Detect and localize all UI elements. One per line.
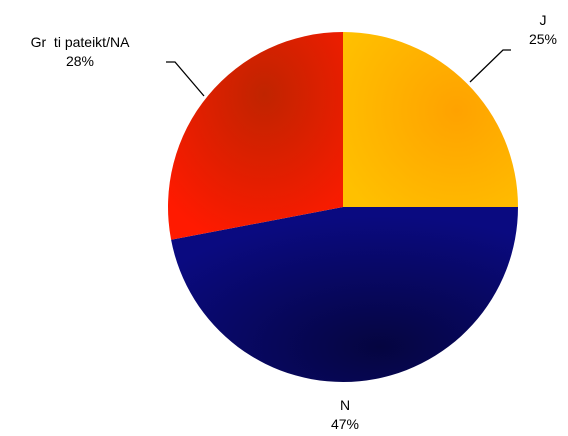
slice-label-0: J	[540, 12, 547, 28]
slice-value-label-1: 47%	[331, 416, 359, 432]
slice-labels: J 25% N 47% Gr ti pateikt/NA 28%	[31, 12, 557, 432]
slice-value-label-0: 25%	[529, 31, 557, 47]
pie-slices	[167, 32, 518, 383]
slice-label-2: Gr ti pateikt/NA	[31, 34, 130, 50]
leader-lines	[166, 49, 511, 97]
slice-value-label-2: 28%	[66, 53, 94, 69]
slice-label-1: N	[340, 397, 350, 413]
leader-line-2	[166, 61, 205, 97]
pie-slice-1	[171, 207, 518, 383]
pie-slice-0	[343, 32, 518, 207]
leader-line-0	[469, 49, 511, 83]
pie-slice-2	[167, 32, 343, 240]
